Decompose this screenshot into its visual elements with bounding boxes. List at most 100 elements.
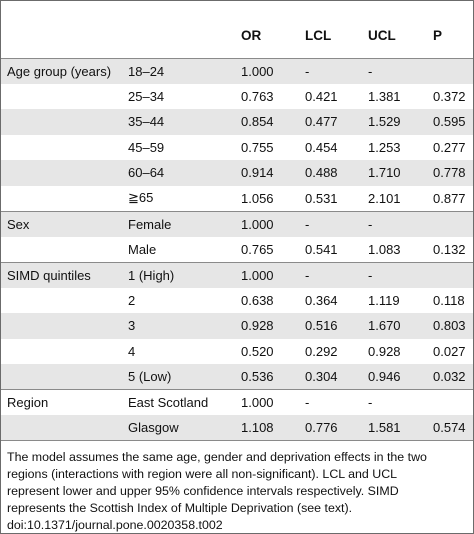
doi-line: doi:10.1371/journal.pone.0020358.t002 bbox=[7, 518, 223, 532]
table-row: 35–44 0.854 0.477 1.529 0.595 bbox=[1, 109, 473, 135]
cell-p: 0.118 bbox=[427, 287, 473, 313]
cell-p: 0.277 bbox=[427, 134, 473, 160]
cell-lcl: 0.488 bbox=[299, 160, 362, 186]
header-cell-lcl: LCL bbox=[299, 1, 362, 59]
header-row: OR LCL UCL P bbox=[1, 1, 473, 59]
table-row: 60–64 0.914 0.488 1.710 0.778 bbox=[1, 160, 473, 186]
cell-lcl: 0.477 bbox=[299, 109, 362, 135]
cell-lcl: - bbox=[299, 58, 362, 84]
table-row: Male 0.765 0.541 1.083 0.132 bbox=[1, 236, 473, 262]
cell-level: 18–24 bbox=[122, 58, 235, 84]
cell-lcl: 0.516 bbox=[299, 313, 362, 339]
cell-group bbox=[1, 134, 122, 160]
cell-p: 0.372 bbox=[427, 83, 473, 109]
cell-or: 1.000 bbox=[235, 389, 299, 415]
cell-level: 2 bbox=[122, 287, 235, 313]
cell-p bbox=[427, 389, 473, 415]
cell-lcl: 0.531 bbox=[299, 185, 362, 211]
cell-lcl: 0.776 bbox=[299, 415, 362, 441]
table-row: Region East Scotland 1.000 - - bbox=[1, 389, 473, 415]
cell-or: 1.000 bbox=[235, 261, 299, 288]
cell-ucl: 0.946 bbox=[362, 364, 427, 390]
cell-ucl: 1.119 bbox=[362, 287, 427, 313]
cell-group: Sex bbox=[1, 210, 122, 237]
cell-group bbox=[1, 160, 122, 186]
cell-p bbox=[427, 58, 473, 84]
cell-level: Glasgow bbox=[122, 415, 235, 441]
cell-ucl: 1.529 bbox=[362, 109, 427, 135]
cell-level: 25–34 bbox=[122, 83, 235, 109]
footnote-line: represents the Scottish Index of Multipl… bbox=[7, 501, 353, 515]
table-row: ≧65 1.056 0.531 2.101 0.877 bbox=[1, 185, 473, 211]
cell-level: Male bbox=[122, 236, 235, 262]
cell-group bbox=[1, 364, 122, 390]
header-cell-ucl: UCL bbox=[362, 1, 427, 59]
cell-lcl: 0.541 bbox=[299, 236, 362, 262]
cell-ucl: - bbox=[362, 261, 427, 288]
cell-group bbox=[1, 415, 122, 441]
header-cell-p: P bbox=[427, 1, 473, 59]
cell-or: 0.638 bbox=[235, 287, 299, 313]
cell-or: 0.520 bbox=[235, 338, 299, 364]
cell-or: 0.854 bbox=[235, 109, 299, 135]
cell-ucl: 1.381 bbox=[362, 83, 427, 109]
cell-p: 0.032 bbox=[427, 364, 473, 390]
cell-group bbox=[1, 287, 122, 313]
footnote-line: regions (interactions with region were a… bbox=[7, 467, 398, 481]
cell-ucl: 0.928 bbox=[362, 338, 427, 364]
cell-ucl: - bbox=[362, 210, 427, 237]
cell-level: 5 (Low) bbox=[122, 364, 235, 390]
cell-level: 35–44 bbox=[122, 109, 235, 135]
cell-group bbox=[1, 83, 122, 109]
cell-or: 1.000 bbox=[235, 58, 299, 84]
cell-p: 0.027 bbox=[427, 338, 473, 364]
table-row: SIMD quintiles 1 (High) 1.000 - - bbox=[1, 261, 473, 288]
cell-or: 0.755 bbox=[235, 134, 299, 160]
table-footnote: The model assumes the same age, gender a… bbox=[7, 449, 469, 534]
cell-ucl: 1.710 bbox=[362, 160, 427, 186]
cell-p: 0.877 bbox=[427, 185, 473, 211]
cell-level: 45–59 bbox=[122, 134, 235, 160]
cell-or: 0.765 bbox=[235, 236, 299, 262]
cell-p: 0.803 bbox=[427, 313, 473, 339]
cell-group: Region bbox=[1, 389, 122, 415]
cell-lcl: - bbox=[299, 389, 362, 415]
cell-lcl: - bbox=[299, 210, 362, 237]
cell-or: 0.914 bbox=[235, 160, 299, 186]
table-row: 45–59 0.755 0.454 1.253 0.277 bbox=[1, 134, 473, 160]
footnote-line: The model assumes the same age, gender a… bbox=[7, 450, 427, 464]
table-row: Glasgow 1.108 0.776 1.581 0.574 bbox=[1, 415, 473, 441]
cell-level: East Scotland bbox=[122, 389, 235, 415]
cell-or: 1.108 bbox=[235, 415, 299, 441]
cell-lcl: 0.421 bbox=[299, 83, 362, 109]
cell-lcl: 0.454 bbox=[299, 134, 362, 160]
cell-p bbox=[427, 210, 473, 237]
cell-p: 0.778 bbox=[427, 160, 473, 186]
cell-ucl: 1.083 bbox=[362, 236, 427, 262]
table-row: 5 (Low) 0.536 0.304 0.946 0.032 bbox=[1, 364, 473, 390]
cell-group bbox=[1, 109, 122, 135]
cell-p: 0.132 bbox=[427, 236, 473, 262]
table-row: 2 0.638 0.364 1.119 0.118 bbox=[1, 287, 473, 313]
cell-group bbox=[1, 313, 122, 339]
cell-p bbox=[427, 261, 473, 288]
table-row: 4 0.520 0.292 0.928 0.027 bbox=[1, 338, 473, 364]
cell-level: 3 bbox=[122, 313, 235, 339]
cell-ucl: 1.581 bbox=[362, 415, 427, 441]
header-cell-or: OR bbox=[235, 1, 299, 59]
cell-lcl: 0.304 bbox=[299, 364, 362, 390]
cell-ucl: 2.101 bbox=[362, 185, 427, 211]
cell-p: 0.595 bbox=[427, 109, 473, 135]
cell-or: 1.000 bbox=[235, 210, 299, 237]
header-cell-level bbox=[122, 1, 235, 59]
cell-level: 60–64 bbox=[122, 160, 235, 186]
cell-lcl: 0.292 bbox=[299, 338, 362, 364]
cell-level: 4 bbox=[122, 338, 235, 364]
cell-group: Age group (years) bbox=[1, 58, 122, 84]
cell-level: 1 (High) bbox=[122, 261, 235, 288]
table-row: Age group (years) 18–24 1.000 - - bbox=[1, 58, 473, 84]
cell-lcl: - bbox=[299, 261, 362, 288]
cell-group: SIMD quintiles bbox=[1, 261, 122, 288]
cell-group bbox=[1, 236, 122, 262]
